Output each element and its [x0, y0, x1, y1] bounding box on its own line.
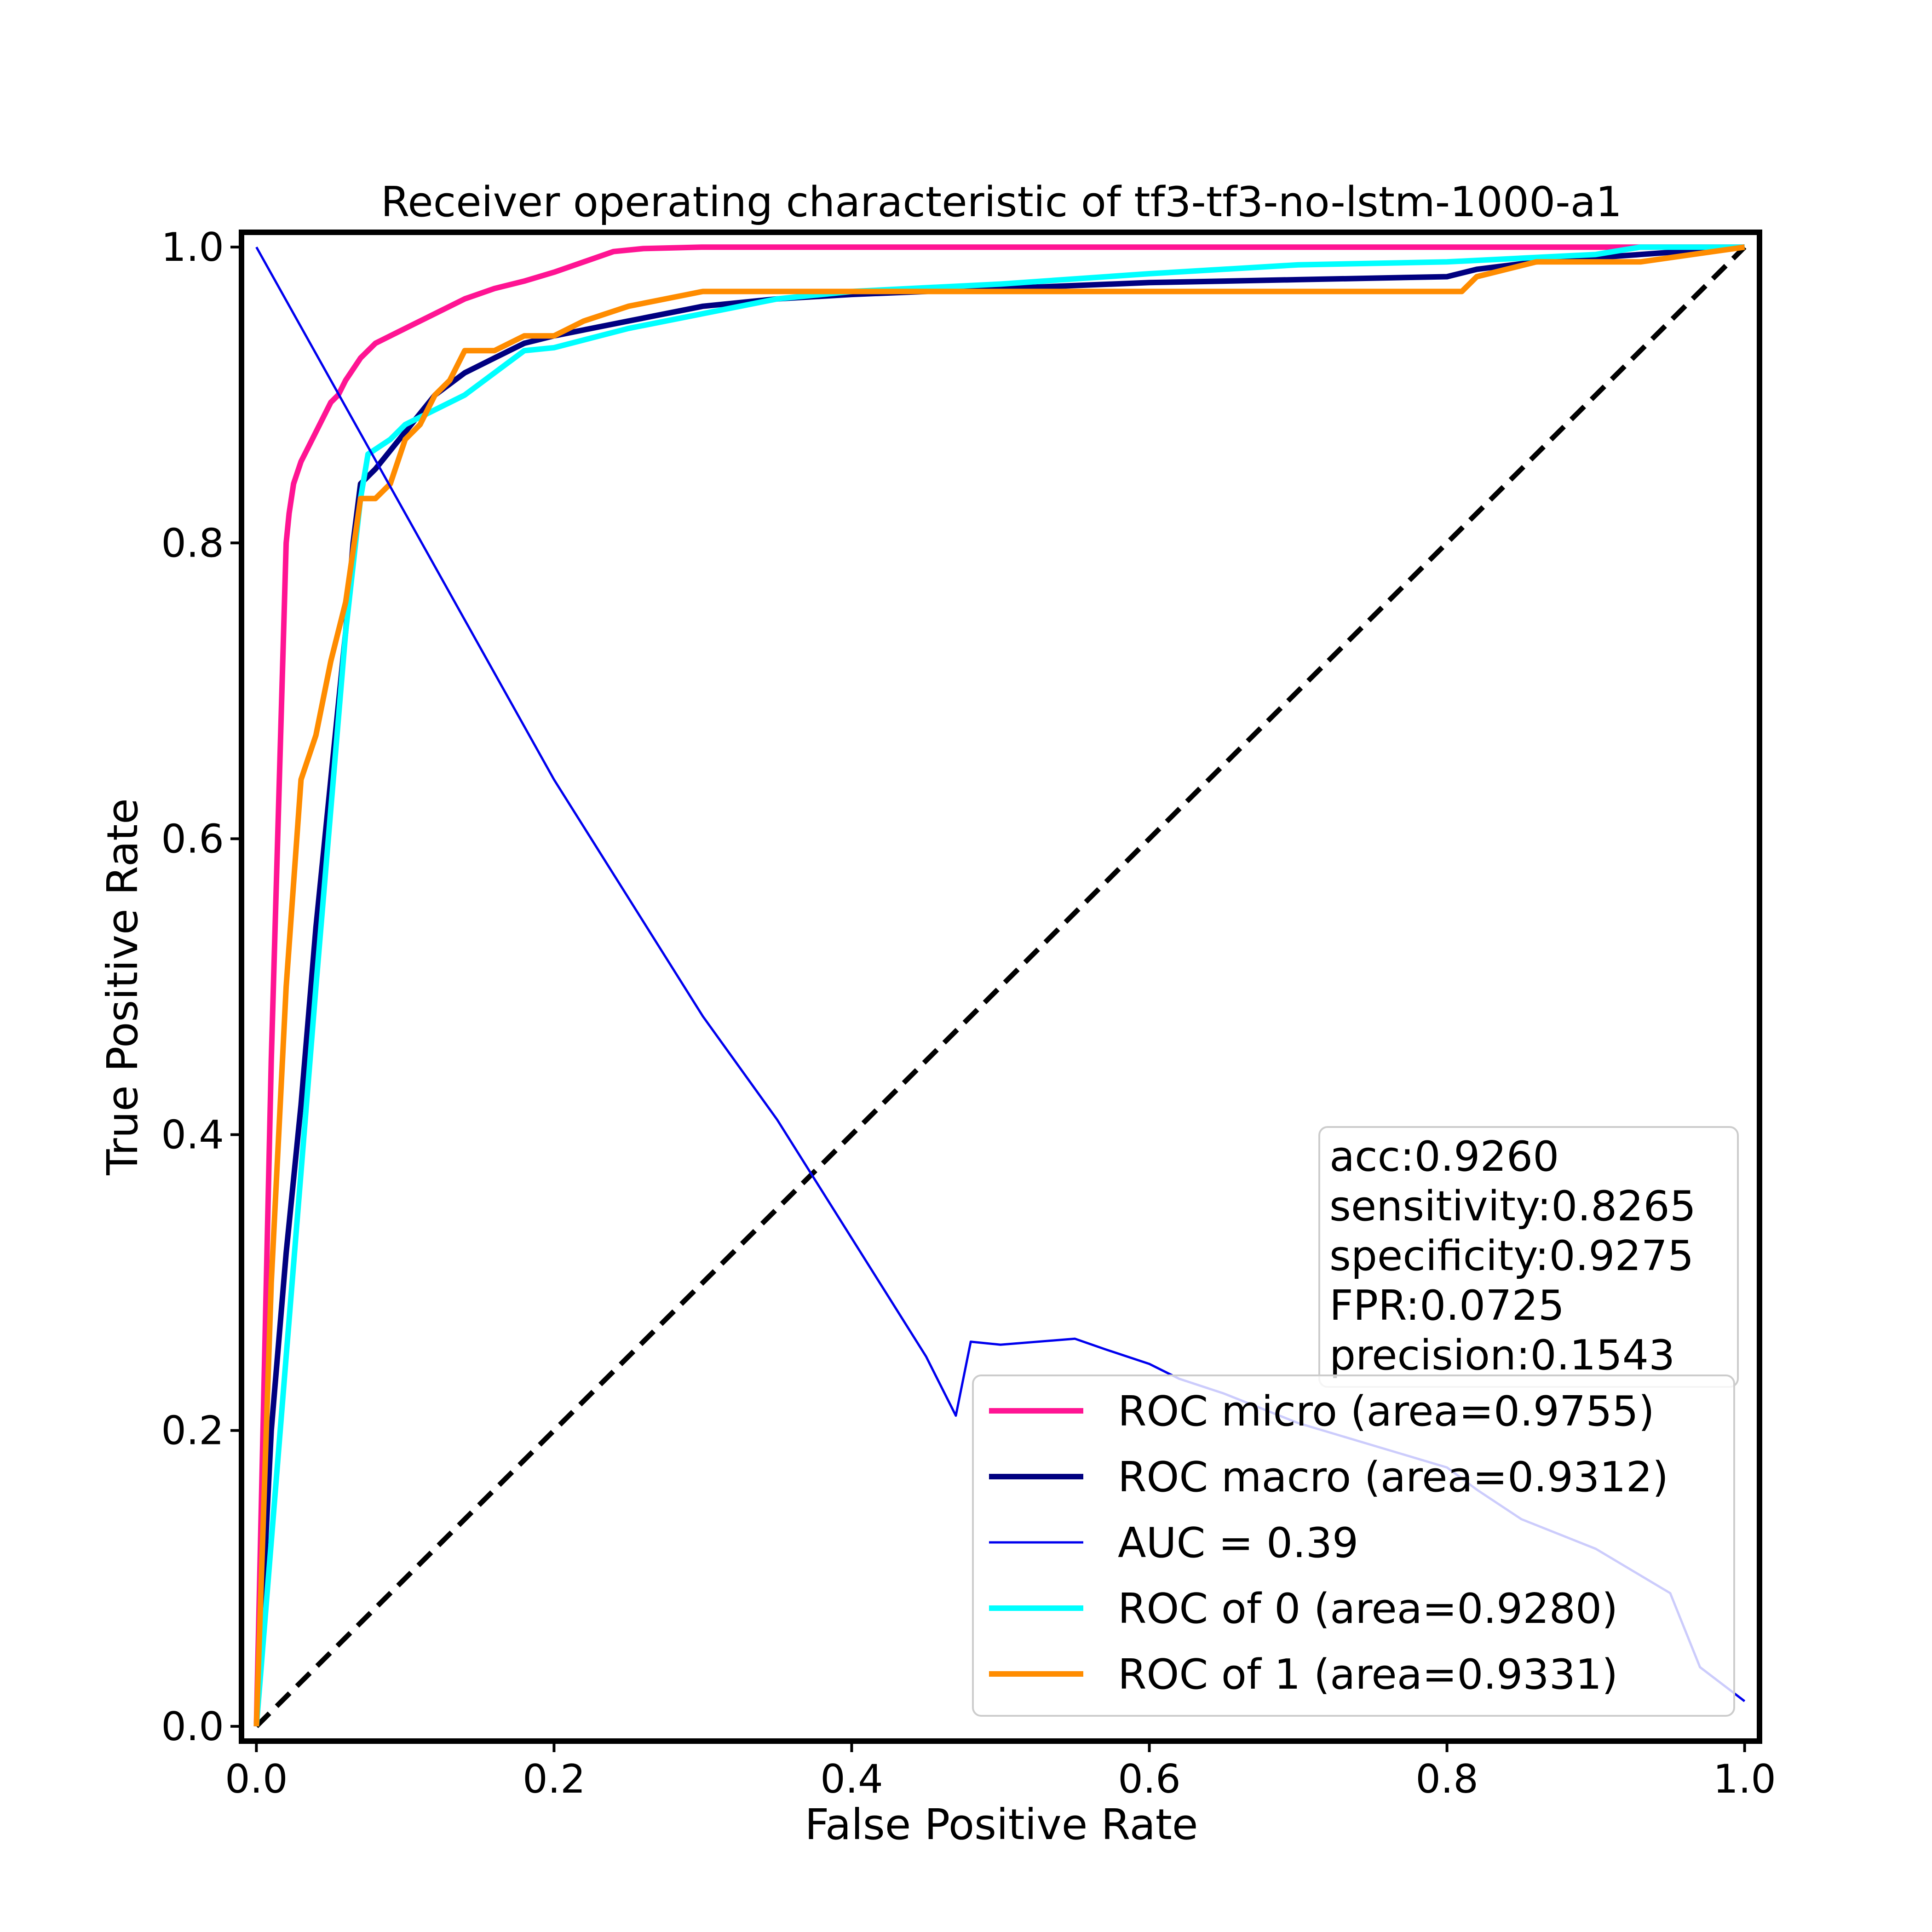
stats-line: specificity:0.9275 [1329, 1232, 1694, 1280]
y-tick-label: 0.8 [161, 520, 224, 566]
series-line-4 [253, 244, 1745, 1727]
plot-frame [239, 230, 1762, 1744]
stats-line: FPR:0.0725 [1329, 1282, 1564, 1330]
x-tick-label: 1.0 [1713, 1756, 1776, 1802]
y-tick-label: 0.0 [161, 1704, 224, 1750]
x-tick-label: 0.6 [1118, 1756, 1181, 1802]
legend-label: ROC micro (area=0.9755) [1118, 1387, 1655, 1436]
chart-title: Receiver operating characteristic of tf3… [381, 178, 1622, 226]
x-axis-ticks: 0.0 0.2 0.4 0.6 0.8 1.0 [225, 1741, 1776, 1802]
legend-frame [972, 1374, 1735, 1717]
stats-line: sensitivity:0.8265 [1329, 1182, 1696, 1230]
x-tick-label: 0.0 [225, 1756, 288, 1802]
stats-line: precision:0.1543 [1329, 1331, 1675, 1380]
legend-label: ROC of 1 (area=0.9331) [1118, 1650, 1618, 1699]
legend-label: ROC of 0 (area=0.9280) [1118, 1585, 1618, 1633]
y-axis-label: True Positive Rate [98, 798, 147, 1176]
legend: ROC micro (area=0.9755) ROC macro (area=0… [972, 1374, 1735, 1717]
series-line-1 [253, 244, 1745, 1727]
legend-label: ROC macro (area=0.9312) [1118, 1453, 1668, 1501]
plot-area: acc:0.9260sensitivity:0.8265specificity:… [161, 224, 1776, 1802]
stats-line: acc:0.9260 [1329, 1133, 1559, 1181]
x-tick-label: 0.4 [820, 1756, 883, 1802]
y-axis-ticks: 0.0 0.2 0.4 0.6 0.8 1.0 [161, 224, 242, 1750]
y-tick-label: 1.0 [161, 224, 224, 270]
y-tick-label: 0.2 [161, 1408, 224, 1454]
x-axis-label: False Positive Rate [805, 1800, 1198, 1849]
x-tick-label: 0.8 [1415, 1756, 1478, 1802]
x-tick-label: 0.2 [523, 1756, 586, 1802]
chance-diagonal-line [254, 245, 1747, 1728]
series-line-0 [253, 244, 1745, 1726]
y-tick-label: 0.4 [161, 1112, 224, 1158]
y-tick-label: 0.6 [161, 816, 224, 862]
legend-label: AUC = 0.39 [1118, 1519, 1358, 1567]
stats-box: acc:0.9260sensitivity:0.8265specificity:… [1318, 1126, 1739, 1388]
